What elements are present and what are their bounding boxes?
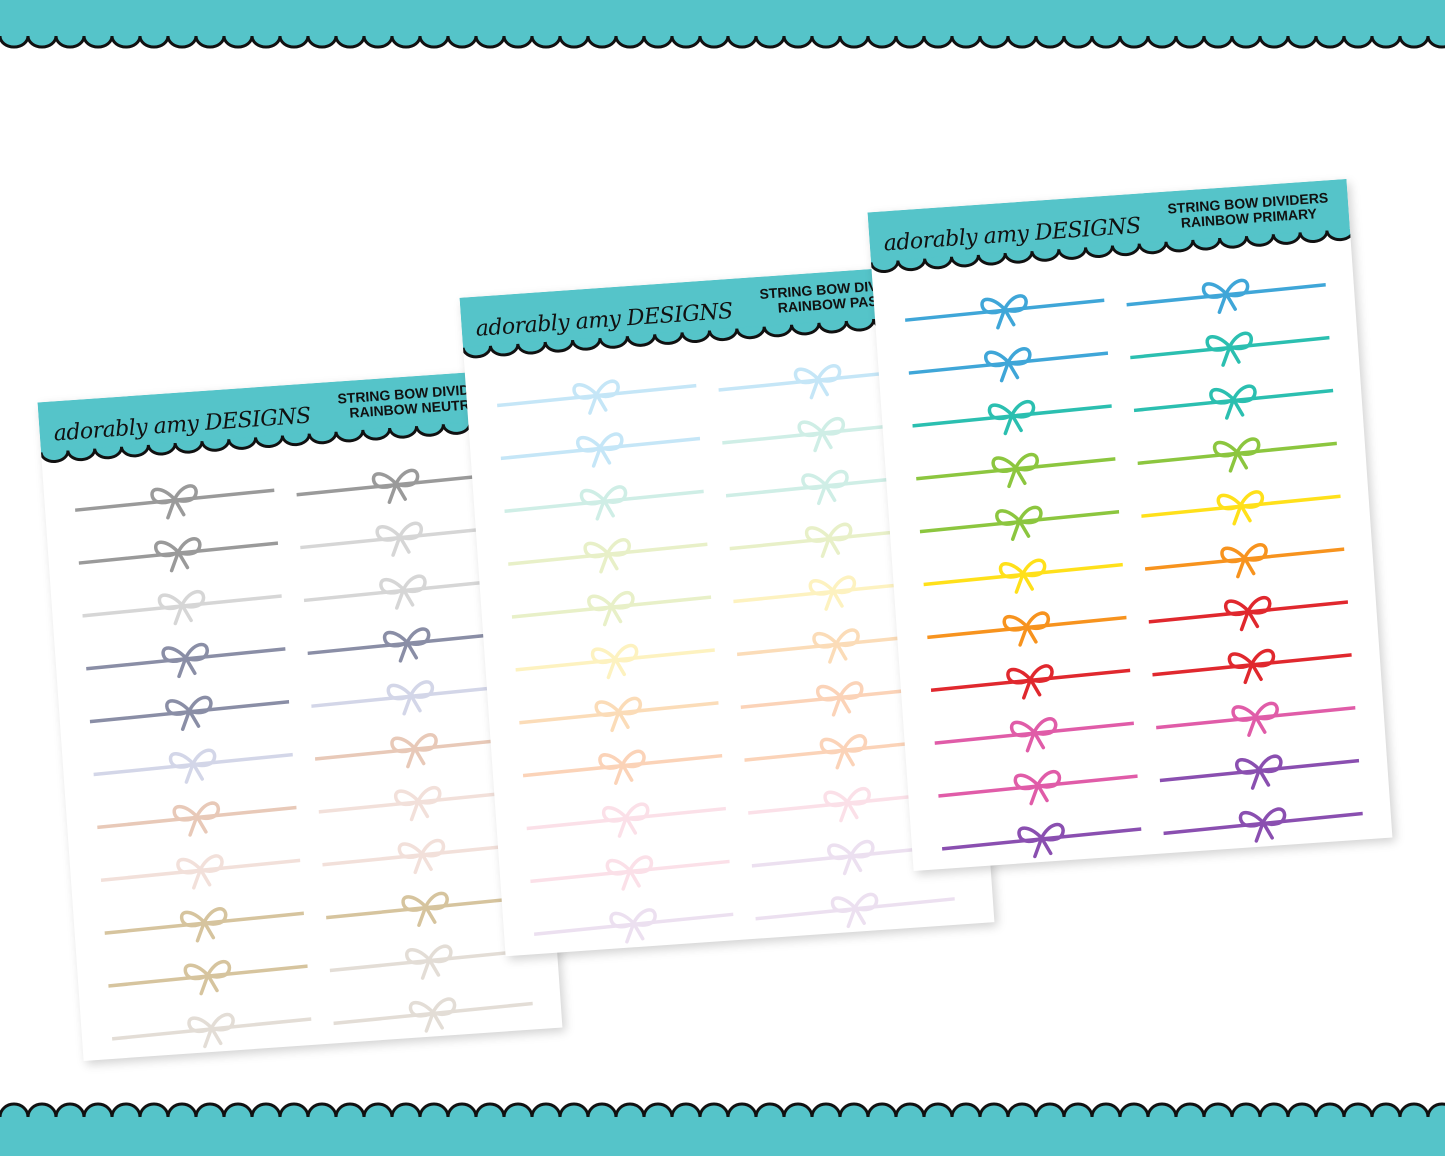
bow-divider-sticker [517, 679, 721, 748]
bow-divider-sticker [313, 715, 516, 784]
bow-divider-sticker [940, 805, 1143, 871]
bow-divider-sticker [320, 821, 524, 890]
bow-divider-sticker [88, 678, 291, 747]
bow-divider-sticker [305, 609, 509, 678]
bow-divider-sticker [298, 504, 502, 573]
bow-divider-sticker [936, 752, 1140, 821]
top-scalloped-banner [0, 0, 1445, 49]
sheet-header-band [867, 179, 1352, 273]
bow-divider-sticker [91, 731, 295, 800]
bow-divider-sticker [929, 646, 1132, 715]
bow-divider-sticker [1132, 367, 1335, 436]
bow-divider-sticker [1139, 472, 1343, 541]
bow-divider-sticker [110, 995, 313, 1061]
bow-divider-sticker [331, 980, 535, 1049]
bow-divider-sticker [99, 836, 302, 905]
bow-divider-sticker [510, 573, 713, 642]
sticker-sheet-neutral: adorably amy DESIGNS STRING BOW DIVIDERS… [37, 369, 563, 1061]
bow-divider-sticker [1154, 684, 1358, 753]
bow-divider-sticker [910, 382, 1114, 451]
bow-divider-sticker [532, 890, 735, 956]
bow-divider-sticker [80, 572, 284, 641]
bottom-scalloped-banner [0, 1102, 1445, 1156]
bow-divider-sticker [907, 329, 1110, 398]
sheet-header-band [37, 369, 522, 463]
bow-divider-sticker [1128, 314, 1332, 383]
bow-divider-sticker [294, 451, 498, 520]
bow-divider-sticker [1161, 790, 1365, 859]
bow-divider-sticker [302, 557, 505, 626]
bow-divider-sticker [499, 415, 702, 484]
bow-divider-sticker [914, 435, 1118, 504]
bow-divider-sticker [102, 889, 306, 958]
sticker-sheet-primary: adorably amy DESIGNS STRING BOW DIVIDERS… [867, 179, 1393, 871]
bow-divider-sticker [921, 541, 1125, 610]
bow-divider-sticker [1143, 525, 1346, 594]
bow-divider-sticker [309, 662, 513, 731]
bow-divider-sticker [84, 625, 288, 694]
bow-divider-sticker [1158, 737, 1361, 806]
bow-divider-sticker [528, 837, 732, 906]
bow-divider-sticker [932, 699, 1136, 768]
bow-divider-sticker [521, 732, 724, 801]
bow-divider-sticker [918, 488, 1121, 557]
bow-divider-sticker [73, 466, 277, 535]
bow-divider-sticker [95, 784, 299, 853]
bow-divider-sticker [1124, 261, 1328, 330]
bow-divider-sticker [106, 942, 310, 1011]
bow-divider-sticker [506, 520, 710, 589]
bow-divider-sticker [502, 467, 706, 536]
sheet-header-band [459, 263, 954, 359]
bow-divider-sticker [317, 768, 520, 837]
sticker-sheet-pastel: adorably amy DESIGNS STRING BOW DIVIDERS… [459, 263, 995, 957]
bow-divider-sticker [495, 362, 699, 431]
bow-divider-sticker [753, 875, 957, 944]
bow-divider-sticker [77, 519, 280, 588]
bow-divider-sticker [1147, 578, 1350, 647]
bow-divider-sticker [903, 276, 1107, 345]
bow-divider-sticker [1150, 631, 1354, 700]
bow-divider-sticker [1135, 419, 1339, 488]
bow-divider-sticker [925, 594, 1129, 663]
bow-divider-sticker [525, 785, 728, 854]
bow-divider-sticker [513, 626, 717, 695]
bow-divider-sticker [324, 874, 528, 943]
bow-divider-sticker [328, 927, 531, 996]
